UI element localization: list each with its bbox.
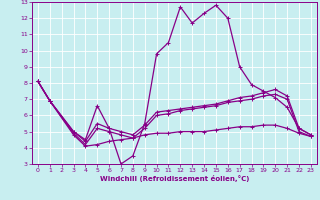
X-axis label: Windchill (Refroidissement éolien,°C): Windchill (Refroidissement éolien,°C) <box>100 175 249 182</box>
